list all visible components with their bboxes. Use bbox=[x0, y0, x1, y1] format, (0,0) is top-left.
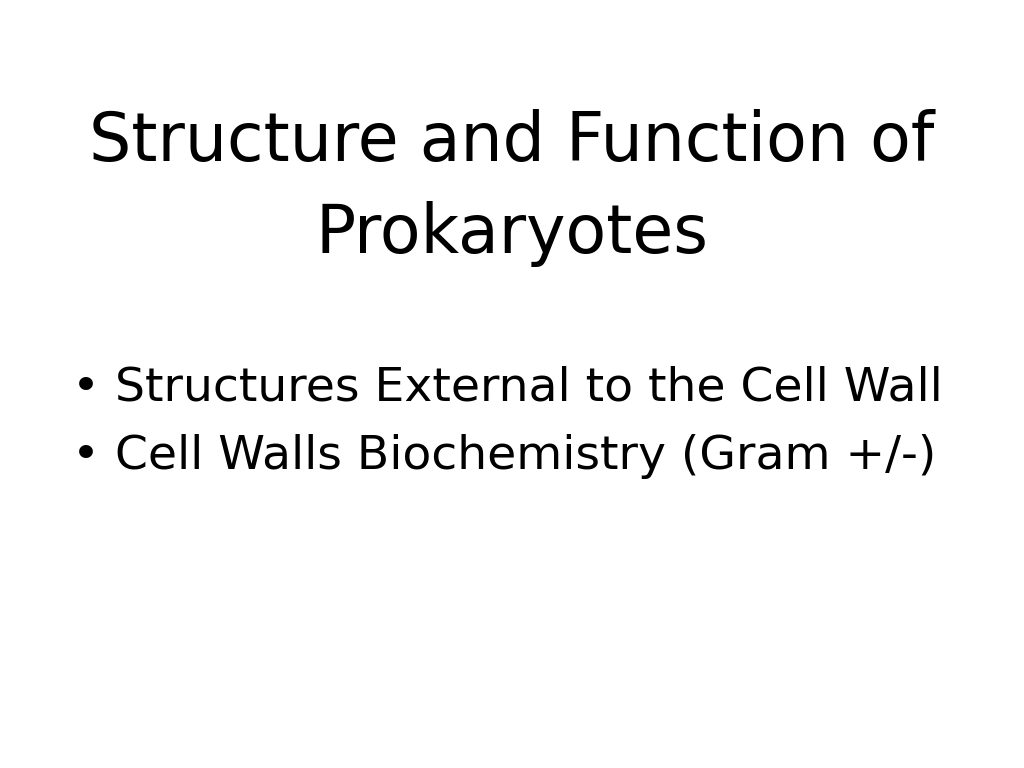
Text: Prokaryotes: Prokaryotes bbox=[315, 201, 709, 267]
Text: Structure and Function of: Structure and Function of bbox=[89, 109, 935, 175]
Text: • Structures External to the Cell Wall: • Structures External to the Cell Wall bbox=[72, 366, 942, 410]
Text: • Cell Walls Biochemistry (Gram +/-): • Cell Walls Biochemistry (Gram +/-) bbox=[72, 435, 936, 479]
